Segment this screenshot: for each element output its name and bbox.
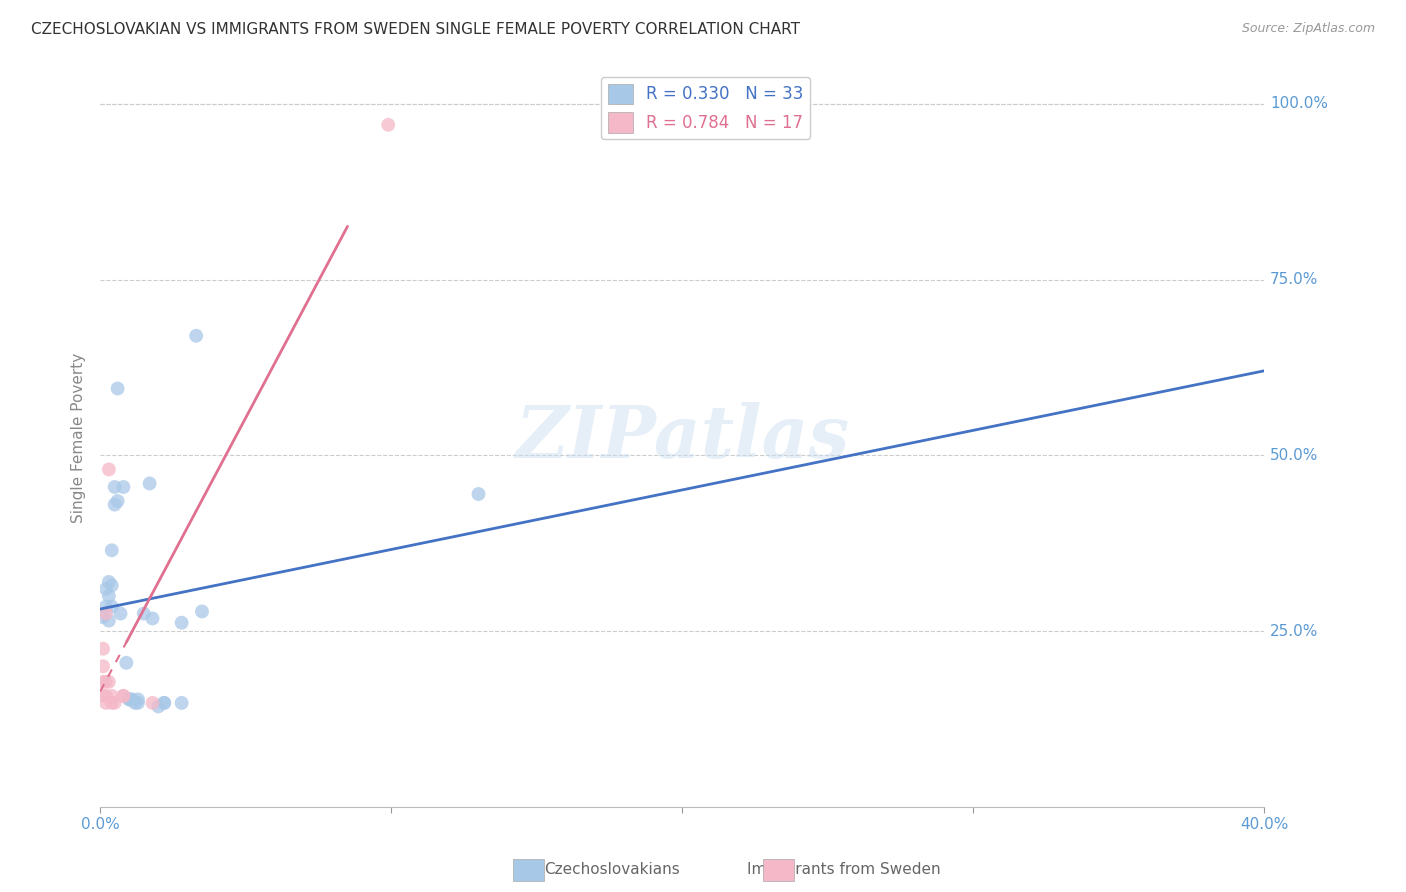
Point <box>94 607 117 621</box>
Point <box>94 696 117 710</box>
Point <box>110 607 132 621</box>
Point <box>91 689 114 703</box>
Point <box>100 696 122 710</box>
Point <box>104 480 127 494</box>
Text: ZIPatlas: ZIPatlas <box>515 402 849 474</box>
Point <box>148 699 170 714</box>
Point <box>91 659 114 673</box>
Point <box>115 656 138 670</box>
Point <box>97 574 120 589</box>
Text: CZECHOSLOVAKIAN VS IMMIGRANTS FROM SWEDEN SINGLE FEMALE POVERTY CORRELATION CHAR: CZECHOSLOVAKIAN VS IMMIGRANTS FROM SWEDE… <box>31 22 800 37</box>
Point <box>141 696 163 710</box>
Point <box>127 696 149 710</box>
Y-axis label: Single Female Poverty: Single Female Poverty <box>72 352 86 523</box>
Point <box>132 607 155 621</box>
Text: Immigrants from Sweden: Immigrants from Sweden <box>747 863 941 877</box>
Point <box>191 605 214 619</box>
Point <box>118 692 141 706</box>
Point <box>112 480 135 494</box>
Point <box>100 599 122 614</box>
Point <box>94 674 117 689</box>
Point <box>104 498 127 512</box>
Legend: R = 0.330   N = 33, R = 0.784   N = 17: R = 0.330 N = 33, R = 0.784 N = 17 <box>600 77 810 139</box>
Point <box>94 599 117 614</box>
Point <box>94 582 117 596</box>
Point <box>170 696 193 710</box>
Point <box>100 689 122 703</box>
Text: Czechoslovakians: Czechoslovakians <box>544 863 679 877</box>
Point <box>100 543 122 558</box>
Point <box>186 328 208 343</box>
Point <box>170 615 193 630</box>
Point <box>107 494 129 508</box>
Point <box>94 689 117 703</box>
Text: 50.0%: 50.0% <box>1270 448 1319 463</box>
Text: 75.0%: 75.0% <box>1270 272 1319 287</box>
Point <box>91 610 114 624</box>
Point <box>121 692 143 706</box>
Point <box>100 578 122 592</box>
Point <box>153 696 176 710</box>
Point <box>112 689 135 703</box>
Point <box>97 589 120 603</box>
Point <box>97 614 120 628</box>
Point <box>153 696 176 710</box>
Point <box>107 382 129 396</box>
Point <box>118 692 141 706</box>
Point <box>127 692 149 706</box>
Text: 25.0%: 25.0% <box>1270 624 1319 639</box>
Point <box>91 674 114 689</box>
Point <box>97 674 120 689</box>
Text: 100.0%: 100.0% <box>1270 96 1329 112</box>
Point <box>124 696 146 710</box>
Point <box>97 462 120 476</box>
Text: Source: ZipAtlas.com: Source: ZipAtlas.com <box>1241 22 1375 36</box>
Point <box>91 641 114 656</box>
Point <box>377 118 399 132</box>
Point <box>467 487 489 501</box>
Point <box>138 476 160 491</box>
Point <box>112 689 135 703</box>
Point <box>104 696 127 710</box>
Point <box>141 611 163 625</box>
